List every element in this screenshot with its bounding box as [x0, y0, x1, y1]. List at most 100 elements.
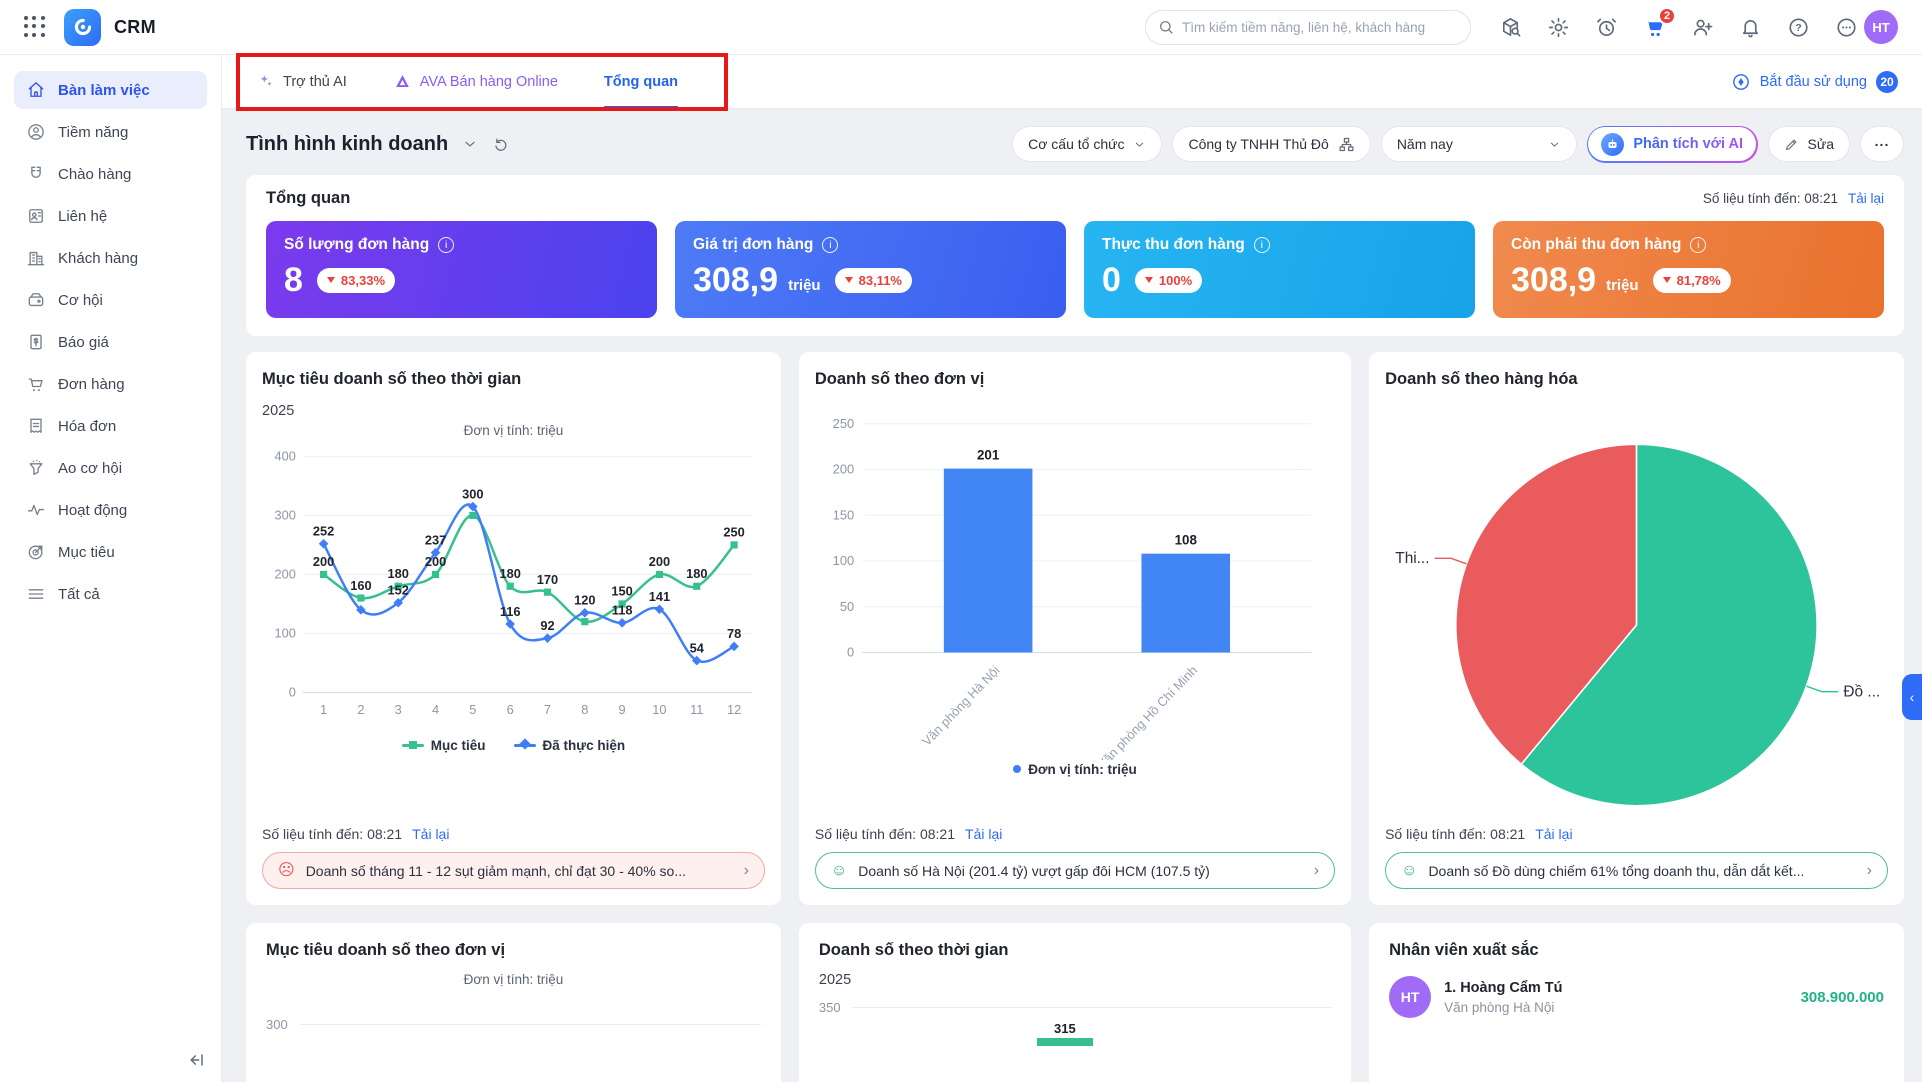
sidebar-item-activity[interactable]: Hoạt động [14, 491, 207, 529]
svg-text:12: 12 [727, 702, 741, 717]
svg-text:0: 0 [847, 645, 854, 660]
y-tick-label: 300 [266, 1017, 288, 1033]
get-started-icon [1732, 73, 1749, 90]
cart-icon[interactable]: 2 [1643, 6, 1676, 39]
panel-title: Nhân viên xuất sắc [1389, 941, 1539, 960]
kpi-card-3[interactable]: Còn phải thu đơn hàng i 308,9 triệu 81,78% [1493, 221, 1884, 318]
bell-icon[interactable] [1739, 16, 1762, 39]
svg-text:?: ? [1795, 22, 1801, 34]
sidebar-item-all[interactable]: Tất cả [14, 575, 207, 613]
crm-logo[interactable] [64, 8, 101, 46]
chart-title: Mục tiêu doanh số theo đơn vị [266, 941, 506, 960]
get-started-link[interactable]: Bắt đầu sử dụng 20 [1731, 70, 1898, 93]
employee-avatar: HT [1389, 976, 1432, 1019]
chart-reload-link[interactable]: Tải lại [965, 826, 1003, 843]
down-triangle-icon [844, 277, 853, 283]
svg-text:50: 50 [840, 599, 854, 614]
chart-reload-link[interactable]: Tải lại [412, 826, 450, 843]
help-icon[interactable]: ? [1787, 16, 1810, 39]
sidebar-item-order[interactable]: Đơn hàng [14, 365, 207, 403]
global-search[interactable] [1145, 9, 1471, 45]
user-avatar[interactable]: HT [1864, 10, 1898, 44]
period-filter[interactable]: Năm nay [1380, 126, 1577, 162]
gear-icon[interactable] [1547, 16, 1570, 39]
svg-text:200: 200 [425, 554, 446, 569]
tab-ava-online-sales[interactable]: AVA Bán hàng Online [393, 55, 558, 109]
tab-overview[interactable]: Tổng quan [603, 55, 678, 109]
svg-text:300: 300 [462, 486, 483, 501]
more-icon[interactable] [1835, 16, 1858, 39]
smiley-face-icon: ☺ [1401, 861, 1418, 879]
sidebar-item-home[interactable]: Bàn làm việc [14, 71, 207, 109]
search-input[interactable] [1182, 19, 1458, 35]
svg-text:3: 3 [395, 702, 402, 717]
chart-updated-at: Số liệu tính đến: 08:21 [262, 826, 403, 843]
overview-reload-link[interactable]: Tải lại [1847, 191, 1884, 206]
get-started-label: Bắt đầu sử dụng [1759, 73, 1867, 90]
title-chevron-down-icon[interactable] [462, 136, 478, 152]
sparkle-icon [256, 72, 275, 91]
kpi-value: 308,9 [693, 261, 779, 299]
add-user-icon[interactable] [1691, 16, 1714, 39]
kpi-card-1[interactable]: Giá trị đơn hàng i 308,9 triệu 83,11% [675, 221, 1066, 318]
svg-text:141: 141 [649, 589, 670, 604]
chart-reload-link[interactable]: Tải lại [1535, 826, 1573, 843]
side-panel-toggle[interactable]: ‹ [1902, 674, 1922, 720]
lead-icon [26, 122, 46, 142]
chart-unit-note: Đơn vị tính: triệu [463, 972, 564, 988]
package-search-icon[interactable] [1499, 16, 1522, 39]
kpi-value: 308,9 [1511, 261, 1597, 299]
info-icon[interactable]: i [822, 237, 839, 253]
insight-pill-negative[interactable]: ☹ Doanh số tháng 11 - 12 sụt giảm mạnh, … [262, 852, 765, 890]
kpi-value: 0 [1102, 261, 1121, 299]
ellipsis-icon: ... [1874, 132, 1890, 149]
page-title: Tình hình kinh doanh [246, 132, 449, 155]
info-icon[interactable]: i [1253, 237, 1270, 253]
insight-text: Doanh số Hà Nội (201.4 tỷ) vượt gấp đôi … [858, 862, 1210, 879]
svg-text:170: 170 [537, 572, 558, 587]
kpi-delta-badge: 100% [1134, 267, 1203, 293]
sidebar-item-offer[interactable]: Chào hàng [14, 155, 207, 193]
org-structure-filter[interactable]: Cơ cấu tổ chức [1012, 126, 1163, 162]
sidebar-item-invoice[interactable]: Hóa đơn [14, 407, 207, 445]
svg-text:9: 9 [619, 702, 626, 717]
more-options-button[interactable]: ... [1860, 126, 1904, 162]
analyze-ai-button[interactable]: Phân tích với AI [1586, 125, 1758, 163]
sidebar-item-opportunity[interactable]: Cơ hội [14, 281, 207, 319]
kpi-value: 8 [284, 261, 303, 299]
svg-text:152: 152 [388, 583, 409, 598]
activity-icon [26, 500, 46, 520]
info-icon[interactable]: i [438, 237, 455, 253]
kpi-card-0[interactable]: Số lượng đơn hàng i 8 83,33% [266, 221, 657, 318]
insight-pill-positive[interactable]: ☺ Doanh số Đồ dùng chiếm 61% tổng doanh … [1385, 852, 1888, 890]
refresh-icon[interactable] [492, 136, 509, 153]
sidebar-item-lead[interactable]: Tiềm năng [14, 113, 207, 151]
insight-pill-positive[interactable]: ☺ Doanh số Hà Nội (201.4 tỷ) vượt gấp đô… [814, 852, 1336, 890]
tab-ai-assistant[interactable]: Trợ thủ AI [256, 55, 347, 109]
employee-row[interactable]: HT 1. Hoàng Cẩm Tú Văn phòng Hà Nội 308.… [1389, 976, 1884, 1019]
app-grid-icon[interactable] [24, 16, 46, 38]
sidebar-item-contact[interactable]: Liên hệ [14, 197, 207, 235]
svg-text:54: 54 [690, 640, 705, 655]
bar-value-label: 315 [1054, 1021, 1076, 1037]
sidebar-item-customer[interactable]: Khách hàng [14, 239, 207, 277]
sidebar-item-target[interactable]: Mục tiêu [14, 533, 207, 571]
company-filter[interactable]: Công ty TNHH Thủ Đô [1172, 126, 1371, 162]
sidebar-collapse-icon[interactable] [187, 1050, 207, 1070]
kpi-card-2[interactable]: Thực thu đơn hàng i 0 100% [1084, 221, 1475, 318]
edit-label: Sửa [1807, 136, 1835, 152]
org-chart-icon [1339, 137, 1354, 151]
svg-text:Thi...: Thi... [1395, 550, 1429, 567]
svg-text:10: 10 [652, 702, 666, 717]
analyze-ai-label: Phân tích với AI [1633, 136, 1743, 152]
sidebar-item-quote[interactable]: Báo giá [14, 323, 207, 361]
chart-card-sales-by-time: Doanh số theo thời gian 2025 350 315 [798, 923, 1352, 1082]
svg-text:0: 0 [289, 685, 296, 700]
sidebar-item-pool[interactable]: Ao cơ hội [14, 449, 207, 487]
alarm-clock-icon[interactable] [1595, 16, 1618, 39]
info-icon[interactable]: i [1690, 237, 1707, 253]
overview-updated-at: Số liệu tính đến: 08:21 [1702, 191, 1838, 206]
edit-button[interactable]: Sửa [1767, 126, 1850, 162]
svg-text:5: 5 [469, 702, 476, 717]
